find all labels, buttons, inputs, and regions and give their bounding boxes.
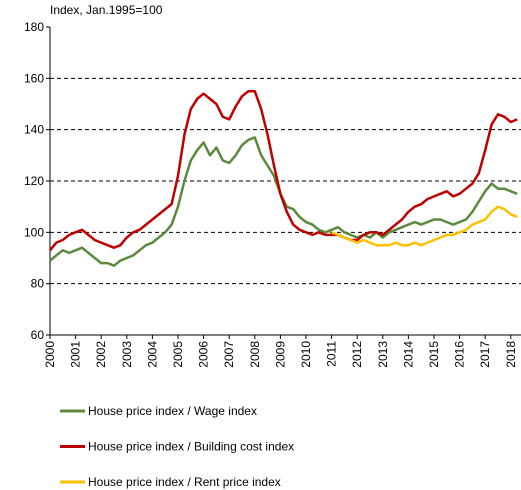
x-tick-label: 2003 <box>120 341 134 368</box>
y-tick-label: 160 <box>24 71 44 85</box>
x-tick-label: 2005 <box>171 341 185 368</box>
y-axis-label: Index, Jan.1995=100 <box>50 3 163 17</box>
x-tick-label: 2013 <box>376 341 390 368</box>
series-line <box>49 89 518 252</box>
x-tick-label: 2007 <box>222 341 236 368</box>
series-line <box>331 205 518 247</box>
x-tick-label: 2002 <box>94 341 108 368</box>
x-tick-label: 2008 <box>248 341 262 368</box>
legend-label: House price index / Building cost index <box>88 440 294 454</box>
x-tick-label: 2018 <box>504 341 518 368</box>
y-tick-label: 100 <box>24 225 44 239</box>
x-tick-label: 2004 <box>145 341 159 368</box>
x-tick-label: 2017 <box>478 341 492 368</box>
x-tick-label: 2011 <box>325 341 339 367</box>
y-tick-label: 80 <box>31 277 45 291</box>
x-tick-label: 2012 <box>350 341 364 368</box>
y-tick-label: 120 <box>24 174 44 188</box>
legend-label: House price index / Wage index <box>88 404 257 418</box>
x-tick-label: 2016 <box>453 341 467 368</box>
x-tick-label: 2006 <box>197 341 211 368</box>
y-tick-label: 180 <box>24 20 44 34</box>
x-tick-label: 2014 <box>401 341 415 368</box>
x-tick-label: 2015 <box>427 341 441 368</box>
y-tick-label: 140 <box>24 123 44 137</box>
x-tick-label: 2010 <box>299 341 313 368</box>
y-tick-label: 60 <box>31 328 45 342</box>
legend-label: House price index / Rent price index <box>88 475 281 489</box>
x-tick-label: 2001 <box>69 341 83 368</box>
x-tick-label: 2000 <box>43 341 57 368</box>
x-tick-label: 2009 <box>273 341 287 368</box>
